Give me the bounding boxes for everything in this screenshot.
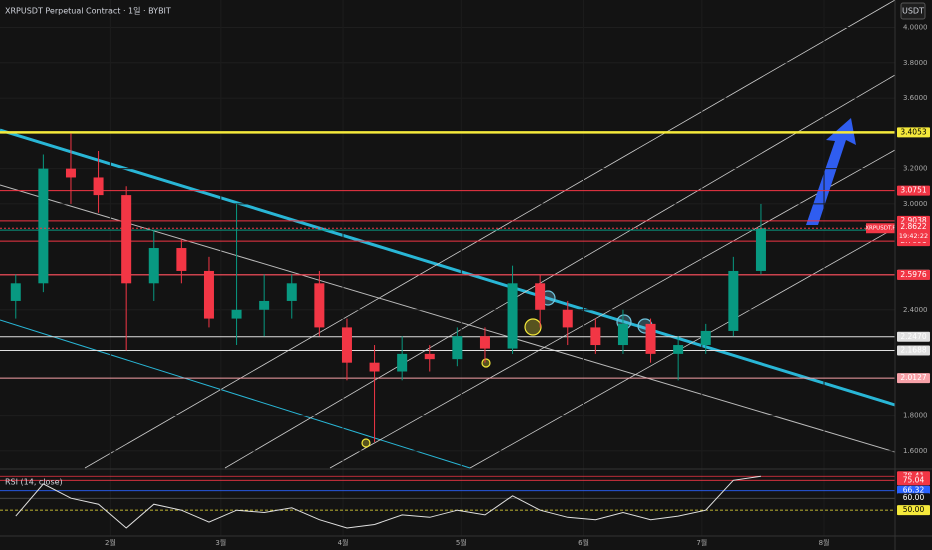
level-label-box <box>897 185 930 196</box>
marker-circle <box>481 358 491 368</box>
channel-line <box>329 149 896 469</box>
candle-body <box>231 309 242 319</box>
rsi-line <box>15 475 761 529</box>
last-price-box <box>897 222 930 243</box>
candle-body <box>645 323 656 354</box>
candle-body <box>700 330 711 346</box>
channel-line <box>224 74 896 469</box>
rsi-label-box <box>897 493 930 504</box>
candle-body <box>176 248 187 271</box>
candle-body <box>507 283 518 349</box>
candle-body <box>148 248 159 284</box>
currency-box <box>900 2 926 20</box>
candle-body <box>38 168 49 284</box>
level-label-box <box>897 373 930 384</box>
rsi-level-label: 75.04 <box>903 475 925 484</box>
candle-body <box>535 283 546 310</box>
candle-body <box>10 283 21 301</box>
last-price-label: 2.8622 <box>900 222 926 231</box>
downtrend-line <box>0 128 896 407</box>
y-tick-label: 1.6000 <box>903 447 928 455</box>
candle-body <box>65 168 76 178</box>
chart-title: XRPUSDT Perpetual Contract · 1일 · BYBIT <box>5 7 171 16</box>
candle-body <box>397 353 408 372</box>
x-tick-label: 2월 <box>105 538 116 547</box>
candle-body <box>203 270 214 319</box>
candle-body <box>121 195 132 284</box>
candle-body <box>424 353 435 360</box>
channel-line <box>84 0 896 469</box>
countdown: 19:42:22 <box>899 232 928 240</box>
rsi-level-label: 50.00 <box>903 505 925 514</box>
candle-body <box>452 336 463 360</box>
candle-body <box>259 300 270 310</box>
y-tick-label: 1.8000 <box>903 412 928 420</box>
candle-body <box>755 228 766 271</box>
rsi-label-box <box>897 505 930 516</box>
level-label: 2.2470 <box>900 332 926 341</box>
y-tick-label: 2.4000 <box>903 306 928 314</box>
rsi-label-box <box>897 475 930 486</box>
candle-body <box>590 327 601 346</box>
annotations <box>361 118 856 448</box>
candle-body <box>673 345 684 354</box>
currency: USDT <box>902 7 924 16</box>
level-label-box <box>897 127 930 138</box>
candle-body <box>562 309 573 328</box>
y-tick-label: 3.2000 <box>903 165 928 173</box>
level-label: 2.0127 <box>900 373 926 382</box>
marker-circle <box>361 438 371 448</box>
x-tick-label: 8월 <box>819 538 830 547</box>
level-label: 3.4053 <box>900 127 926 136</box>
symbol-label: XRPUSDT.P <box>865 226 896 232</box>
x-tick-label: 5월 <box>456 538 467 547</box>
x-tick-label: 6월 <box>578 538 589 547</box>
level-label-box <box>897 331 930 342</box>
candle-body <box>314 283 325 328</box>
candle-body <box>93 177 104 196</box>
rsi-label-box <box>897 485 930 496</box>
x-tick-label: 3월 <box>215 538 226 547</box>
trend-line <box>0 319 471 469</box>
level-label: 2.9038 <box>900 216 926 225</box>
level-label-box <box>897 345 930 356</box>
level-label: 2.1688 <box>900 346 926 355</box>
rsi-title: RSI (14, close) <box>5 478 63 487</box>
y-tick-label: 3.6000 <box>903 94 928 102</box>
candle-body <box>728 270 739 331</box>
rsi-level-label: 66.32 <box>903 486 925 495</box>
y-tick-label: 3.8000 <box>903 59 928 67</box>
candle-body <box>617 323 628 346</box>
x-tick-label: 4월 <box>338 538 349 547</box>
trend-line <box>0 184 896 453</box>
rsi-level-label: 60.00 <box>903 493 925 502</box>
candle-body <box>369 362 380 372</box>
y-tick-label: 4.0000 <box>903 24 928 32</box>
symbol-box <box>866 223 895 234</box>
arrow <box>806 118 856 225</box>
x-tick-label: 7월 <box>696 538 707 547</box>
level-label: 3.0751 <box>900 186 926 195</box>
candle-body <box>479 336 490 349</box>
level-label: 2.5976 <box>900 270 926 279</box>
marker-circle <box>524 318 542 336</box>
candle-body <box>341 327 352 363</box>
candle-body <box>286 283 297 301</box>
y-tick-label: 3.0000 <box>903 200 928 208</box>
level-label-box <box>897 269 930 280</box>
